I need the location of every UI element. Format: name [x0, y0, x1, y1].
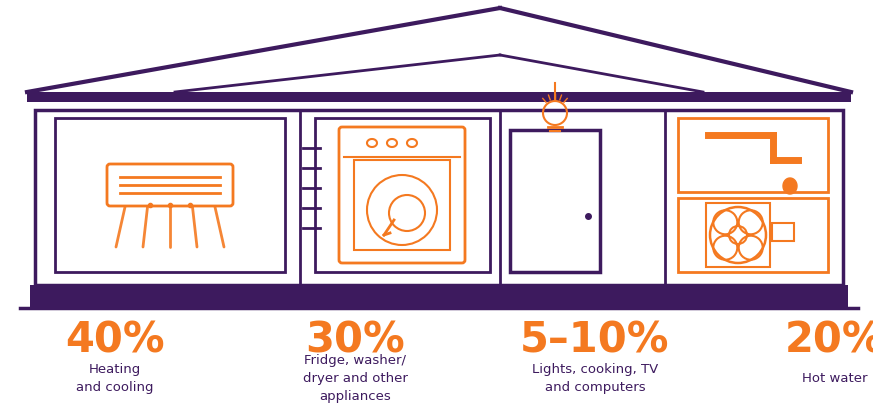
- FancyBboxPatch shape: [107, 164, 233, 206]
- FancyBboxPatch shape: [339, 127, 465, 263]
- Text: Hot water: Hot water: [802, 372, 868, 385]
- Bar: [706, 203, 770, 267]
- Text: 30%: 30%: [306, 319, 405, 361]
- Bar: [55, 118, 285, 272]
- Bar: [27, 92, 851, 102]
- Text: Heating
and cooling: Heating and cooling: [76, 363, 154, 393]
- Text: 5–10%: 5–10%: [520, 319, 670, 361]
- Text: Fridge, washer/
dryer and other
appliances: Fridge, washer/ dryer and other applianc…: [303, 353, 408, 402]
- Bar: [35, 110, 843, 285]
- Bar: [30, 285, 848, 308]
- Polygon shape: [783, 178, 797, 194]
- Bar: [510, 130, 600, 272]
- Bar: [678, 118, 828, 192]
- Text: Lights, cooking, TV
and computers: Lights, cooking, TV and computers: [532, 363, 658, 393]
- Bar: [772, 223, 794, 241]
- Bar: [678, 198, 828, 272]
- Text: 20%: 20%: [785, 319, 873, 361]
- Text: 40%: 40%: [65, 319, 165, 361]
- Bar: [354, 160, 450, 250]
- Bar: [315, 118, 490, 272]
- Bar: [823, 290, 848, 308]
- Bar: [30, 290, 55, 308]
